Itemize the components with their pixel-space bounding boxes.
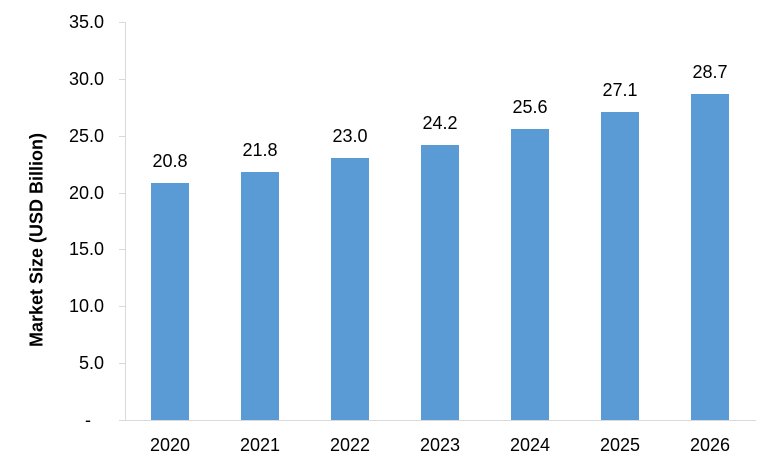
y-tick-mark xyxy=(119,22,125,23)
x-axis-category-label: 2025 xyxy=(599,435,641,455)
x-axis-category-label: 2024 xyxy=(509,435,551,455)
x-axis-line xyxy=(119,420,756,421)
bar xyxy=(691,94,729,420)
bar xyxy=(331,158,369,420)
y-axis-line xyxy=(125,22,126,420)
x-axis-category-label: 2026 xyxy=(689,435,731,455)
y-tick-mark xyxy=(119,363,125,364)
bar-value-label: 23.0 xyxy=(332,126,368,146)
bar-value-label: 28.7 xyxy=(692,62,728,82)
y-tick-label: 10.0 xyxy=(68,296,104,316)
y-tick-mark xyxy=(119,420,125,421)
x-axis-category-label: 2020 xyxy=(149,435,191,455)
y-tick-label: 30.0 xyxy=(68,69,104,89)
y-tick-mark xyxy=(119,306,125,307)
y-tick-mark xyxy=(119,249,125,250)
x-axis-category-label: 2021 xyxy=(239,435,281,455)
y-tick-label: 20.0 xyxy=(68,183,104,203)
y-tick-label: 25.0 xyxy=(68,126,104,146)
x-axis-category-label: 2023 xyxy=(419,435,461,455)
bar xyxy=(241,172,279,420)
bar xyxy=(421,145,459,420)
y-tick-label: 15.0 xyxy=(68,239,104,259)
x-axis-category-label: 2022 xyxy=(329,435,371,455)
y-tick-mark xyxy=(119,193,125,194)
bar xyxy=(601,112,639,420)
y-tick-mark xyxy=(119,136,125,137)
bar xyxy=(151,183,189,420)
y-tick-mark xyxy=(119,79,125,80)
y-tick-label: 5.0 xyxy=(78,353,104,373)
bar-value-label: 20.8 xyxy=(152,151,188,171)
bar-value-label: 21.8 xyxy=(242,140,278,160)
bar-value-label: 27.1 xyxy=(602,80,638,100)
y-tick-label: 35.0 xyxy=(68,12,104,32)
y-tick-label: - xyxy=(85,410,91,430)
bar-value-label: 25.6 xyxy=(512,97,548,117)
bar xyxy=(511,129,549,420)
bar-value-label: 24.2 xyxy=(422,113,458,133)
